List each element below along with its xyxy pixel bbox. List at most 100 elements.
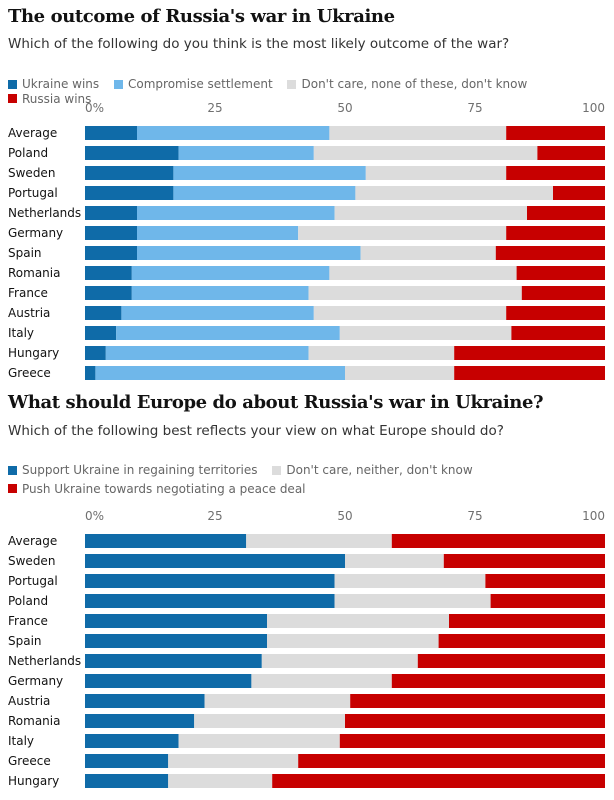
europe-action-chart: What should Europe do about Russia's war… [0,392,614,800]
bar-segment [85,286,132,300]
chart-title: The outcome of Russia's war in Ukraine [8,6,395,27]
bar-segment [365,166,507,180]
category-label: Hungary [8,346,59,360]
bar-segment [345,366,455,380]
bar-segment [511,326,605,340]
category-label: Portugal [8,574,58,588]
bar-segment [178,146,314,160]
bar-segment [178,734,340,748]
legend-swatch [8,484,17,493]
bar-segment [85,574,335,588]
bar-segment [329,266,517,280]
bar-segment [449,614,605,628]
bar-segment [506,166,605,180]
category-label: Netherlands [8,654,81,668]
bar-segment [85,534,247,548]
category-label: Portugal [8,186,58,200]
x-tick-label: 100 [582,509,605,523]
bar-segment [168,774,273,788]
bar-segment [85,326,117,340]
bar-segment [85,654,262,668]
legend-item-russia-wins: Russia wins [8,92,91,106]
category-label: Sweden [8,554,55,568]
bar-segment [521,286,605,300]
bar-segment [454,366,605,380]
bar-segment [438,634,605,648]
bar-segment [116,326,340,340]
bar-segment [334,206,527,220]
bar-segment [298,226,507,240]
x-tick-label: 75 [467,509,482,523]
bar-segment [537,146,605,160]
bar-segment [308,346,455,360]
bar-segment [454,346,605,360]
legend-label: Don't care, neither, don't know [286,463,473,477]
bar-segment [339,734,605,748]
x-tick-label: 50 [337,509,352,523]
bar-segment [506,306,605,320]
category-label: Austria [8,306,50,320]
category-label: Italy [8,326,34,340]
category-label: Romania [8,266,60,280]
legend-label: Compromise settlement [128,77,273,91]
bar-segment [267,614,449,628]
bar-plot: 0% 25 50 75 100 Average Poland Sweden Portugal Ne… [8,101,605,380]
legend-label: Don't care, none of these, don't know [301,77,528,91]
category-label: Average [8,534,57,548]
legend-label: Russia wins [22,91,92,106]
category-label: Sweden [8,166,55,180]
bar-segment [391,534,605,548]
chart-title: What should Europe do about Russia's war… [8,392,544,413]
bar-segment [137,206,335,220]
bar-segment [85,734,179,748]
legend-label: Support Ukraine in regaining territories [22,463,258,477]
x-tick-label: 50 [337,101,352,115]
category-label: Italy [8,734,34,748]
chart-subtitle: Which of the following do you think is t… [8,36,510,52]
legend-item-push-peace: Push Ukraine towards negotiating a peace… [8,482,306,496]
bar-segment [516,266,605,280]
bar-segment [334,574,486,588]
bar-segment [313,146,538,160]
category-label: France [8,286,48,300]
bar-segment [506,126,605,140]
bar-segment [313,306,507,320]
bar-segment [137,226,299,240]
bar-segment [85,774,169,788]
x-tick-label: 25 [207,509,222,523]
bar-segment [553,186,605,200]
legend-label: Ukraine wins [22,77,100,91]
bar-segment [95,366,346,380]
category-label: Greece [8,754,51,768]
bar-plot: 0% 25 50 75 100 Average Sweden Portugal Poland Fr… [8,509,605,788]
bar-segment [194,714,345,728]
bar-segment [85,694,205,708]
category-label: Germany [8,674,63,688]
x-tick-label: 0% [85,509,104,523]
bar-segment [339,326,512,340]
category-label: Spain [8,246,42,260]
bar-segment [417,654,605,668]
bar-segment [85,554,345,568]
bar-segment [267,634,439,648]
bar-segment [485,574,605,588]
chart-legend: Ukraine wins Compromise settlement Don't… [8,77,606,106]
outcome-chart: The outcome of Russia's war in Ukraine W… [0,0,614,392]
category-label: Romania [8,714,60,728]
bar-segment [350,694,605,708]
bar-segment [391,674,605,688]
bar-segment [85,186,174,200]
bar-segment [360,246,496,260]
legend-swatch [114,79,123,89]
bar-segment [137,126,330,140]
legend-item-ukraine-wins: Ukraine wins [8,77,99,91]
bar-segment [355,186,553,200]
category-label: Average [8,126,57,140]
x-tick-label: 0% [85,101,104,115]
bar-segment [85,366,96,380]
legend-item-support-ukraine: Support Ukraine in regaining territories [8,463,258,477]
bar-segment [105,346,309,360]
legend-swatch [272,465,282,475]
x-tick-label: 75 [467,101,482,115]
bar-segment [506,226,605,240]
